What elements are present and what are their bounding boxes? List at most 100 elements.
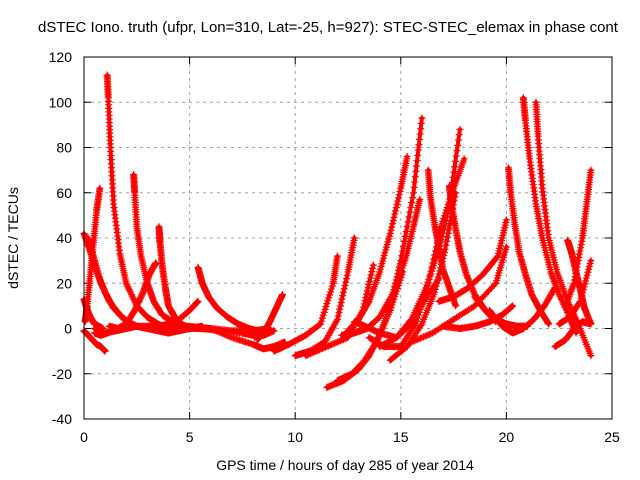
data-point — [341, 282, 349, 290]
data-point — [395, 194, 403, 202]
data-point — [334, 312, 342, 320]
data-point — [305, 350, 313, 358]
data-point — [576, 298, 584, 306]
data-point — [460, 155, 468, 163]
data-point — [127, 289, 135, 297]
data-point — [222, 331, 230, 339]
x-tick-label: 10 — [287, 429, 303, 445]
data-point — [547, 270, 555, 278]
data-point — [451, 157, 459, 165]
data-point — [547, 268, 555, 276]
data-point — [369, 261, 377, 269]
data-point — [562, 302, 570, 310]
data-point — [336, 305, 344, 313]
data-point — [572, 270, 580, 278]
data-point — [587, 166, 595, 174]
data-point — [549, 273, 557, 281]
data-point — [226, 333, 234, 341]
data-point — [306, 350, 314, 358]
data-point — [413, 335, 421, 343]
data-series-6 — [103, 71, 172, 332]
data-point — [442, 216, 450, 224]
data-point — [366, 274, 374, 282]
data-point — [411, 178, 419, 186]
data-point — [418, 114, 426, 122]
data-point — [386, 229, 394, 237]
data-point — [453, 147, 461, 155]
data-point — [360, 303, 368, 311]
y-tick-label: 120 — [49, 49, 73, 65]
data-point — [414, 151, 422, 159]
data-point — [578, 237, 586, 245]
data-point — [411, 322, 419, 330]
data-point — [427, 330, 435, 338]
data-point — [443, 237, 451, 245]
data-point — [424, 331, 432, 339]
data-point — [489, 282, 497, 290]
data-series-10 — [105, 259, 160, 332]
data-point — [565, 294, 573, 302]
data-point — [279, 291, 287, 299]
data-point — [577, 244, 585, 252]
data-point — [412, 336, 420, 344]
data-point — [342, 275, 350, 283]
data-point — [340, 285, 348, 293]
data-point — [565, 292, 573, 300]
data-point — [217, 329, 225, 337]
x-tick-label: 25 — [604, 429, 620, 445]
y-tick-label: -40 — [52, 411, 72, 427]
data-point — [406, 317, 414, 325]
data-point — [219, 330, 227, 338]
data-point — [442, 241, 450, 249]
data-point — [333, 338, 341, 346]
series-trace — [447, 184, 498, 324]
data-point — [360, 300, 368, 308]
data-point — [440, 223, 448, 231]
data-point — [315, 321, 323, 329]
data-point — [123, 281, 131, 289]
data-point — [364, 284, 372, 292]
data-point — [416, 130, 424, 138]
data-point — [454, 141, 462, 149]
data-point — [317, 345, 325, 353]
data-point — [478, 294, 486, 302]
data-point — [509, 302, 517, 310]
data-point — [431, 288, 439, 296]
data-point — [403, 223, 411, 231]
data-series — [80, 71, 595, 391]
data-point — [448, 179, 456, 187]
data-point — [450, 168, 458, 176]
data-series-7 — [84, 234, 134, 328]
data-point — [452, 302, 460, 310]
data-point — [327, 341, 335, 349]
data-point — [490, 281, 498, 289]
data-point — [126, 287, 134, 295]
data-point — [544, 319, 552, 327]
data-point — [569, 281, 577, 289]
data-point — [481, 291, 489, 299]
data-point — [413, 157, 421, 165]
data-point — [587, 352, 595, 360]
data-point — [216, 328, 224, 336]
x-tick-label: 0 — [80, 429, 88, 445]
data-point — [194, 297, 202, 305]
data-point — [333, 252, 341, 260]
data-point — [392, 204, 400, 212]
data-point — [403, 153, 411, 161]
y-tick-label: 40 — [56, 230, 72, 246]
data-point — [410, 183, 418, 191]
data-point — [451, 163, 459, 171]
data-point — [333, 315, 341, 323]
data-point — [417, 119, 425, 127]
data-point — [483, 289, 491, 297]
data-point — [445, 225, 453, 233]
data-point — [452, 152, 460, 160]
data-point — [414, 146, 422, 154]
data-point — [421, 332, 429, 340]
data-point — [368, 268, 376, 276]
data-series-20 — [270, 252, 341, 355]
data-point — [394, 197, 402, 205]
data-point — [338, 295, 346, 303]
series-trace — [105, 73, 171, 331]
data-point — [433, 279, 441, 287]
